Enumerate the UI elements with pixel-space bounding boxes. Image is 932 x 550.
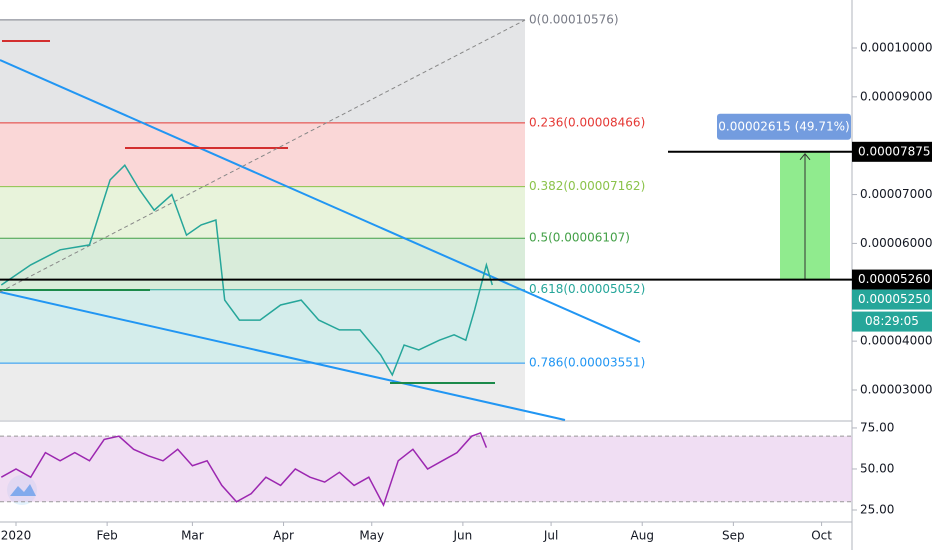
x-tick-label: Mar (181, 529, 204, 543)
x-tick-label: May (359, 529, 384, 543)
fib-band (0, 363, 525, 420)
price-label-box (852, 269, 932, 290)
x-tick-label: Jul (543, 529, 558, 543)
series-line (0, 431, 488, 508)
price-label: 0.00007875 (858, 144, 931, 158)
y-tick-label: 0.00007000 (860, 187, 932, 201)
fib-band (0, 122, 525, 187)
y-tick-label: 0.00010000 (860, 40, 932, 54)
y-tick-label: 75.00 (860, 420, 894, 434)
x-tick-label: Sep (722, 529, 745, 543)
countdown: 08:29:05 (865, 314, 919, 328)
fib-band (0, 186, 525, 239)
price-label: 0.00005250 (858, 292, 931, 306)
x-tick-label: Aug (631, 529, 654, 543)
measure-box (717, 113, 851, 140)
x-tick-label: Apr (273, 529, 294, 543)
y-tick-label: 50.00 (860, 461, 894, 475)
measure-label: 0.00002615 (49.71%) (718, 119, 849, 133)
y-tick-label: 0.00006000 (860, 236, 932, 250)
target-arrowhead (799, 153, 811, 161)
countdown-box (852, 311, 932, 332)
series-line (0, 163, 494, 377)
y-tick-label: 25.00 (860, 502, 894, 516)
y-tick-label: 0.00003000 (860, 383, 932, 397)
x-tick-label: 2020 (1, 529, 32, 543)
trend-line (0, 59, 641, 343)
x-tick-label: Jun (453, 529, 473, 543)
fib-label: 0.236(0.00008466) (529, 115, 645, 129)
fib-band (0, 238, 525, 290)
price-label-box (852, 141, 932, 162)
y-tick-label: 0.00009000 (860, 89, 932, 103)
fib-bands (0, 19, 525, 420)
fib-label: 0.786(0.00003551) (529, 356, 645, 370)
fib-label: 0.5(0.00006107) (529, 231, 630, 245)
rsi-band (0, 436, 852, 502)
fib-label: 0.382(0.00007162) (529, 179, 645, 193)
x-tick-label: Oct (811, 529, 832, 543)
price-label: 0.00005260 (858, 272, 931, 286)
x-tick-label: Feb (97, 529, 118, 543)
price-label-box (852, 289, 932, 310)
fib-band (0, 19, 525, 123)
trend-line (0, 291, 566, 421)
fib-label: 0(0.00010576) (529, 12, 619, 26)
fib-label: 0.618(0.00005052) (529, 282, 645, 296)
fib-trend (0, 19, 526, 293)
y-tick-label: 0.00004000 (860, 334, 932, 348)
